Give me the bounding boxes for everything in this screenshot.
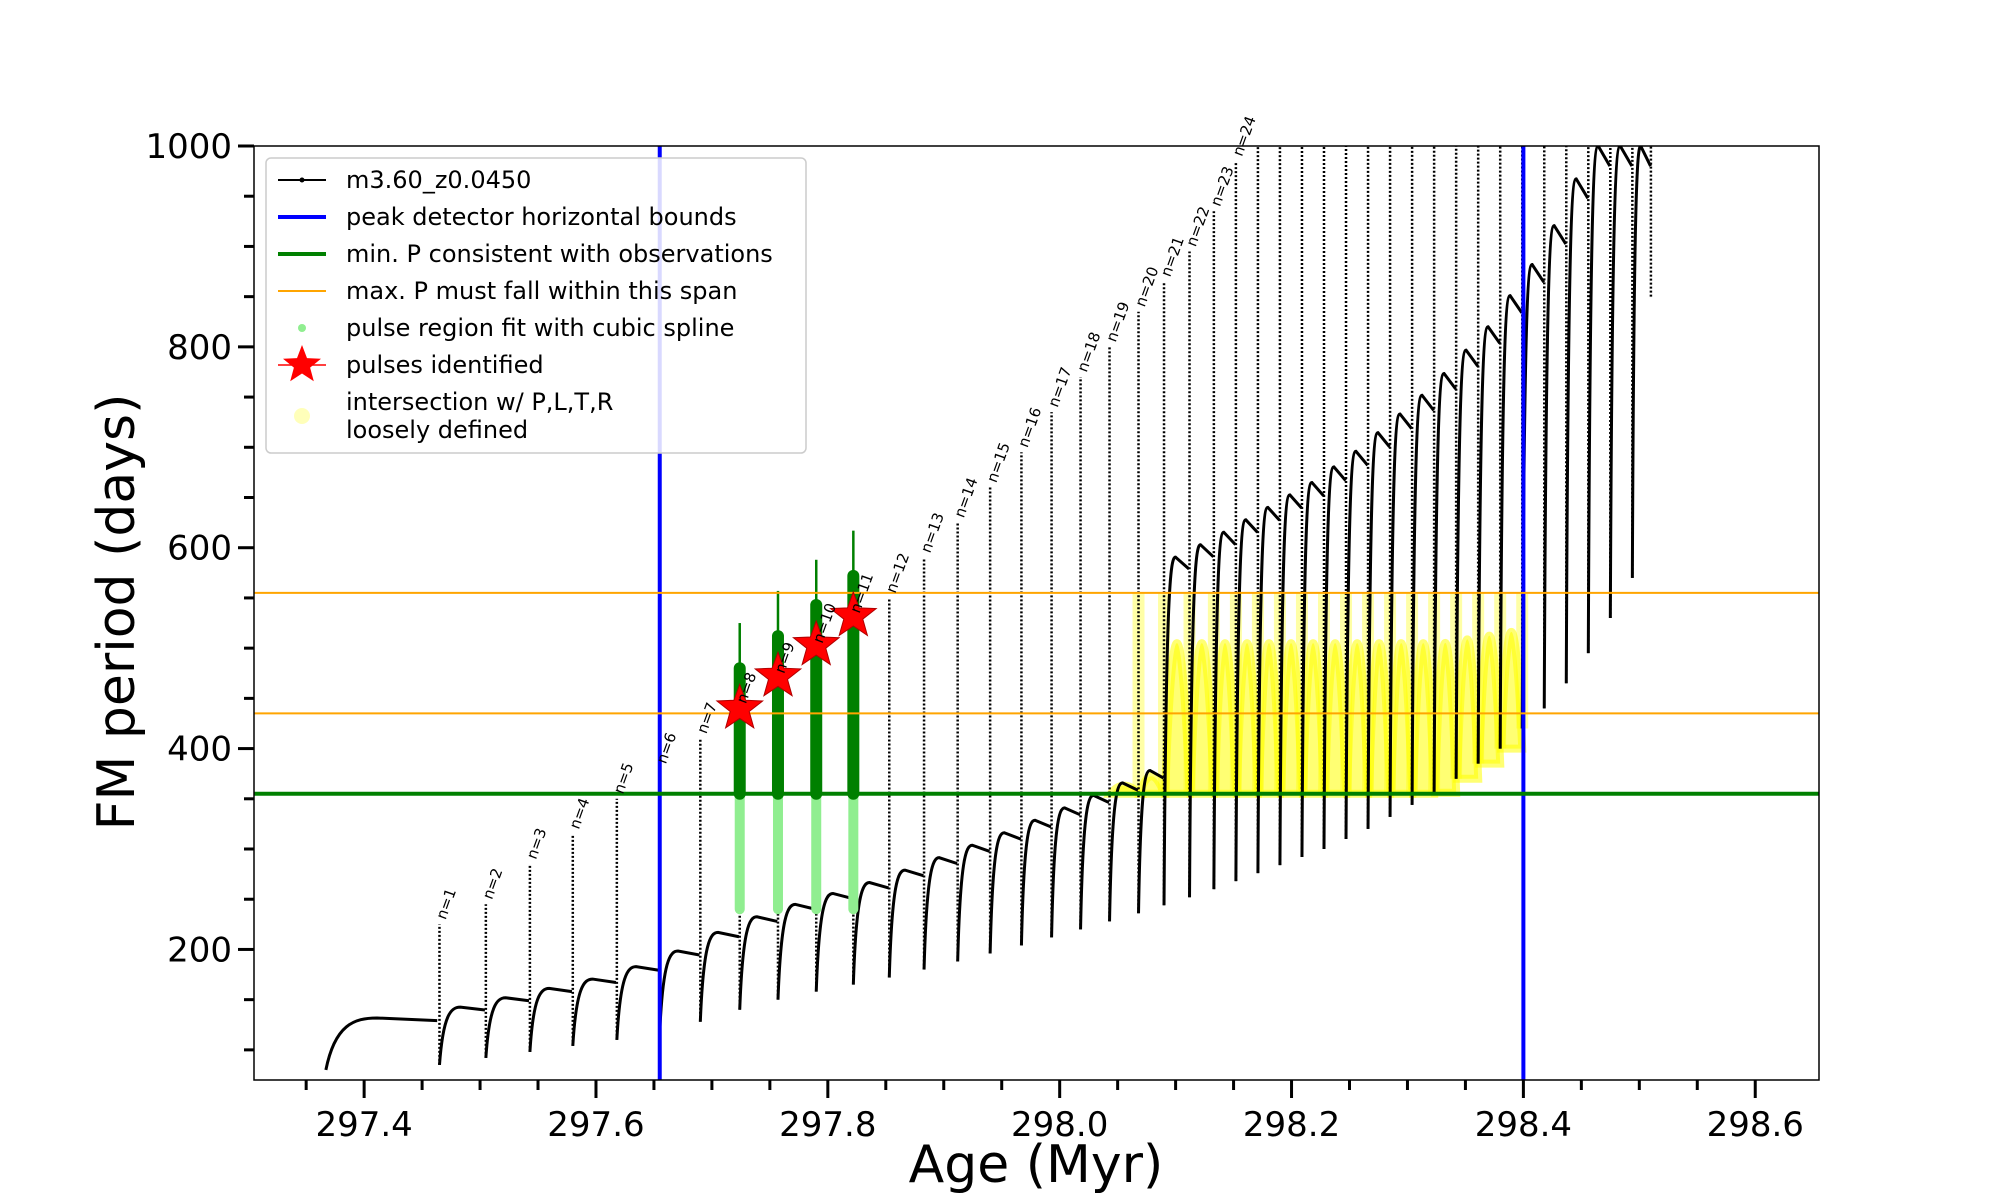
plot-content [254, 146, 1819, 1080]
intersection-region [1298, 639, 1329, 798]
model-track-segment [571, 977, 617, 1046]
x-tick-label: 298.4 [1475, 1105, 1572, 1145]
legend-marker-star [283, 345, 321, 382]
x-tick-label: 298.6 [1707, 1105, 1804, 1145]
model-track-segment [1476, 325, 1501, 764]
model-track-segment [776, 902, 816, 1000]
axes: 297.4 297.6 297.8 298.0 298.2 298.4 298.6 200 40… [145, 127, 1803, 1145]
intersection-region [1364, 639, 1395, 798]
model-track-segment [698, 930, 740, 1022]
identified-pulse-star [753, 650, 803, 697]
identified-pulse-star [715, 682, 764, 729]
identified-pulse-star [829, 590, 878, 637]
x-tick-label: 298.0 [1011, 1105, 1108, 1145]
model-track-segment [484, 996, 530, 1059]
intersection-region [1408, 639, 1439, 798]
model-track-segment [1564, 177, 1590, 684]
x-axis-title: Age (Myr) [909, 1135, 1164, 1195]
model-track-segment [1454, 348, 1479, 779]
model-track-segment [1108, 781, 1139, 922]
intersection-region [1386, 639, 1417, 798]
model-track-segment [1542, 224, 1568, 709]
y-tick-label: 400 [167, 730, 232, 770]
x-tick-label: 297.8 [779, 1105, 876, 1145]
model-track-segment [738, 915, 778, 1010]
y-tick-label: 800 [167, 328, 232, 368]
model-track-segment [1410, 393, 1435, 805]
model-track-segment [1322, 465, 1347, 850]
model-track-segment [437, 1005, 486, 1066]
legend-label-continued: loosely defined [346, 416, 528, 444]
y-axis-title: FM period (days) [87, 394, 147, 831]
legend-marker-dot [298, 324, 306, 332]
model-track-segment [956, 843, 990, 962]
intersection-region [1232, 639, 1263, 798]
model-track-segment [528, 986, 573, 1052]
intersection-region [1210, 639, 1241, 798]
intersection-region [1254, 639, 1285, 798]
model-track-segment [1278, 493, 1303, 866]
model-track-segment [1432, 371, 1457, 793]
model-track-segment [887, 868, 924, 978]
model-track-segment [1019, 818, 1052, 946]
model-track-segment [1300, 480, 1325, 858]
legend-label: m3.60_z0.0450 [346, 166, 531, 194]
identified-pulses-layer [715, 590, 878, 729]
model-track-segment [1344, 449, 1369, 839]
model-track-segment [1586, 146, 1612, 654]
legend-label: max. P must fall within this span [346, 277, 737, 305]
model-track-segment [1388, 412, 1413, 817]
model-track-segment [851, 881, 889, 985]
x-tick-label: 297.4 [315, 1105, 412, 1145]
legend-label: min. P consistent with observations [346, 240, 773, 268]
model-track-segment [1366, 431, 1391, 829]
plot-frame [253, 145, 1820, 1081]
model-track-segment [1050, 806, 1081, 938]
y-tick-label: 600 [167, 529, 232, 569]
legend-label: intersection w/ P,L,T,R [346, 388, 613, 416]
legend-marker-model-dot [299, 177, 305, 183]
intersection-region [1186, 639, 1219, 798]
intersection-region [1453, 635, 1483, 783]
model-track-segment [988, 831, 1022, 954]
legend-label: pulses identified [346, 351, 544, 379]
y-tick-label: 1000 [145, 127, 232, 167]
model-track-segment [615, 965, 660, 1040]
intersection-region [1276, 639, 1307, 798]
legend-marker-circle [294, 408, 310, 424]
model-track-segment [1162, 555, 1190, 906]
legend-label: peak detector horizontal bounds [346, 203, 737, 231]
model-track-segment [1137, 768, 1165, 914]
model-track-segment [922, 856, 958, 970]
identified-pulse-star [792, 619, 841, 666]
x-tick-label: 298.2 [1243, 1105, 1340, 1145]
model-track-segment [324, 1016, 438, 1071]
intersection-region [1320, 639, 1351, 798]
x-tick-label: 297.6 [547, 1105, 644, 1145]
intersection-region [1161, 639, 1194, 798]
y-tick-label: 200 [167, 930, 232, 970]
legend-box [265, 157, 807, 454]
model-track-segment [1608, 146, 1634, 619]
model-track-segment [1234, 518, 1259, 882]
intersection-region [1430, 639, 1461, 797]
model-track-segment [814, 891, 853, 992]
intersection-region [1342, 639, 1373, 798]
model-track-segment [1212, 530, 1237, 890]
model-track-segment [1256, 505, 1281, 874]
legend-label: pulse region fit with cubic spline [346, 314, 734, 342]
model-track-segment [1630, 146, 1652, 578]
